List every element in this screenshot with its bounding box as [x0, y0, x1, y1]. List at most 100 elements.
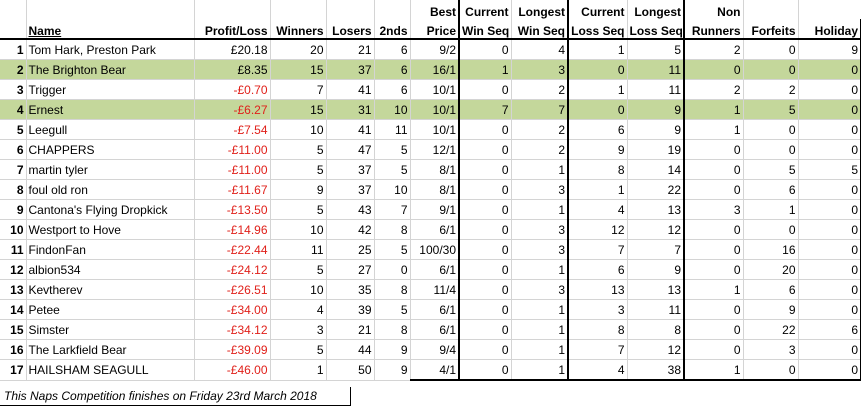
longest-loss-seq-cell: 11	[627, 59, 685, 80]
table-row: 12 albion534 -£24.12 5 27 0 6/1 0 1 6 9 0 20 0	[0, 259, 861, 280]
longest-loss-seq-cell: 19	[627, 139, 685, 160]
non-runners-cell: 1	[684, 279, 744, 300]
rank-cell: 17	[0, 359, 27, 381]
losers-cell: 50	[326, 359, 375, 381]
losers-cell: 47	[326, 139, 375, 160]
winners-cell: 1	[270, 359, 327, 381]
competition-footer-note: This Naps Competition finishes on Friday…	[0, 387, 351, 406]
profit-loss-cell: -£34.12	[194, 319, 271, 340]
rank-cell: 16	[0, 339, 27, 360]
table-row: 8 foul old ron -£11.67 9 37 10 8/1 0 3 1 22 0 6 0	[0, 179, 861, 200]
longest-win-seq-cell: 3	[511, 179, 569, 200]
holiday-cell: 0	[798, 79, 861, 100]
profit-loss-cell: -£0.70	[194, 79, 271, 100]
holiday-cell: 0	[798, 179, 861, 200]
longest-loss-seq-cell: 11	[627, 299, 685, 320]
current-loss-seq-cell: 0	[568, 59, 628, 80]
seconds-cell: 11	[374, 119, 411, 140]
name-cell: Trigger	[26, 79, 195, 100]
best-price-cell: 10/1	[410, 119, 460, 140]
forfeits-cell: 0	[743, 39, 799, 60]
losers-cell: 35	[326, 279, 375, 300]
losers-cell: 21	[326, 39, 375, 60]
header-row-top: Best Current Longest Current Longest Non	[0, 0, 861, 19]
non-runners-cell: 0	[684, 299, 744, 320]
name-cell: Petee	[26, 299, 195, 320]
rank-cell: 15	[0, 319, 27, 340]
rank-cell: 5	[0, 119, 27, 140]
best-price-cell: 10/1	[410, 99, 460, 120]
current-loss-seq-cell: 8	[568, 159, 628, 180]
current-loss-seq-cell: 1	[568, 179, 628, 200]
winners-cell: 3	[270, 319, 327, 340]
profit-loss-cell: £20.18	[194, 39, 271, 60]
name-cell: FindonFan	[26, 239, 195, 260]
non-runners-cell: 0	[684, 219, 744, 240]
best-price-cell: 100/30	[410, 239, 460, 260]
forfeits-cell: 20	[743, 259, 799, 280]
name-cell: albion534	[26, 259, 195, 280]
longest-win-seq-cell: 3	[511, 279, 569, 300]
table-row: 5 Leegull -£7.54 10 41 11 10/1 0 2 6 9 1 0 0	[0, 119, 861, 140]
header-forfeits: Forfeits	[743, 19, 799, 40]
header-longest-loss: Longest	[627, 0, 685, 19]
winners-cell: 15	[270, 59, 327, 80]
current-win-seq-cell: 0	[459, 199, 512, 220]
losers-cell: 42	[326, 219, 375, 240]
header-runners: Runners	[684, 19, 744, 40]
current-win-seq-cell: 0	[459, 139, 512, 160]
longest-loss-seq-cell: 12	[627, 219, 685, 240]
forfeits-cell: 0	[743, 59, 799, 80]
longest-loss-seq-cell: 5	[627, 39, 685, 60]
table-row: 9 Cantona's Flying Dropkick -£13.50 5 43 7 9/1…	[0, 199, 861, 220]
current-win-seq-cell: 7	[459, 99, 512, 120]
current-win-seq-cell: 0	[459, 339, 512, 360]
winners-cell: 7	[270, 79, 327, 100]
current-loss-seq-cell: 12	[568, 219, 628, 240]
best-price-cell: 9/1	[410, 199, 460, 220]
header-current-win: Current	[459, 0, 512, 19]
current-loss-seq-cell: 7	[568, 339, 628, 360]
non-runners-cell: 0	[684, 59, 744, 80]
profit-loss-cell: -£14.96	[194, 219, 271, 240]
rank-cell: 13	[0, 279, 27, 300]
table-row: 1 Tom Hark, Preston Park £20.18 20 21 6 9/2 0 4 1…	[0, 39, 861, 60]
non-runners-cell: 2	[684, 39, 744, 60]
forfeits-cell: 0	[743, 119, 799, 140]
current-loss-seq-cell: 1	[568, 79, 628, 100]
header-holiday: Holiday	[798, 19, 861, 40]
current-loss-seq-cell: 0	[568, 99, 628, 120]
name-cell: Tom Hark, Preston Park	[26, 39, 195, 60]
best-price-cell: 6/1	[410, 299, 460, 320]
profit-loss-cell: -£26.51	[194, 279, 271, 300]
losers-cell: 39	[326, 299, 375, 320]
profit-loss-cell: -£39.09	[194, 339, 271, 360]
profit-loss-cell: -£22.44	[194, 239, 271, 260]
rank-cell: 7	[0, 159, 27, 180]
longest-win-seq-cell: 1	[511, 319, 569, 340]
holiday-cell: 0	[798, 99, 861, 120]
profit-loss-cell: -£11.00	[194, 139, 271, 160]
rank-cell: 6	[0, 139, 27, 160]
longest-win-seq-cell: 3	[511, 59, 569, 80]
longest-loss-seq-cell: 11	[627, 79, 685, 100]
longest-loss-seq-cell: 9	[627, 99, 685, 120]
current-loss-seq-cell: 4	[568, 359, 628, 381]
longest-loss-seq-cell: 12	[627, 339, 685, 360]
longest-win-seq-cell: 1	[511, 359, 569, 381]
seconds-cell: 5	[374, 299, 411, 320]
profit-loss-cell: -£24.12	[194, 259, 271, 280]
table-row: 11 FindonFan -£22.44 11 25 5 100/30 0 3 7 7 0 16 0	[0, 239, 861, 260]
winners-cell: 5	[270, 139, 327, 160]
name-cell: CHAPPERS	[26, 139, 195, 160]
name-cell: Cantona's Flying Dropkick	[26, 199, 195, 220]
seconds-cell: 9	[374, 339, 411, 360]
profit-loss-cell: -£7.54	[194, 119, 271, 140]
rank-cell: 11	[0, 239, 27, 260]
current-win-seq-cell: 0	[459, 179, 512, 200]
longest-loss-seq-cell: 7	[627, 239, 685, 260]
seconds-cell: 5	[374, 239, 411, 260]
non-runners-cell: 1	[684, 359, 744, 381]
longest-win-seq-cell: 1	[511, 159, 569, 180]
longest-loss-seq-cell: 8	[627, 319, 685, 340]
